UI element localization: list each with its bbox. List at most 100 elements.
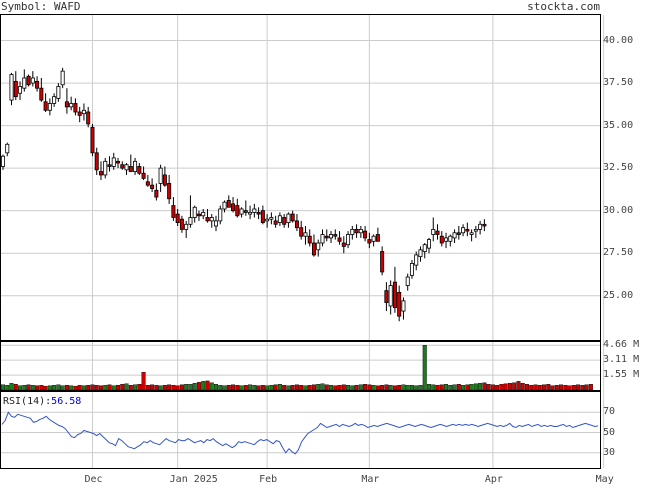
volume-bar (580, 385, 585, 391)
volume-bar (235, 385, 240, 391)
candle-body (107, 164, 112, 167)
volume-bar (490, 384, 495, 391)
volume-bar (282, 385, 287, 391)
candle-body (354, 228, 359, 234)
rsi-legend-label: RSI(14): (3, 396, 52, 407)
volume-bar (167, 384, 172, 391)
candle-body (47, 103, 52, 111)
volume-bar (5, 385, 10, 391)
candle (192, 205, 197, 223)
candle (60, 67, 65, 89)
candle-body (235, 205, 240, 217)
price-tick-label: 35.00 (603, 119, 634, 131)
volume-bar (571, 385, 576, 391)
candle-body (52, 96, 57, 104)
candle (171, 197, 176, 221)
volume-bar (218, 385, 223, 391)
candle-body (473, 228, 478, 232)
volume-bar (269, 385, 274, 391)
candle (384, 282, 389, 312)
candle (90, 123, 95, 157)
candle (13, 71, 18, 101)
candle (205, 208, 210, 223)
site-label: stockta.com (527, 0, 600, 13)
candle (64, 88, 69, 114)
candle-body (380, 251, 385, 273)
candle-body (311, 242, 316, 256)
volume-bar (205, 380, 210, 391)
volume-bar (333, 385, 338, 391)
candle-body (456, 232, 461, 235)
candle-body (418, 249, 423, 258)
volume-bar (392, 385, 397, 391)
candle (158, 164, 163, 192)
volume-bar (60, 385, 65, 391)
candle-body (73, 103, 78, 113)
volume-bar (86, 385, 91, 391)
candle-body (252, 208, 257, 213)
candle-body (337, 237, 342, 242)
candle-body (133, 160, 138, 172)
candle (405, 273, 410, 291)
candle-body (9, 74, 14, 101)
candle (392, 266, 397, 313)
candle-body (320, 234, 325, 244)
volume-bar (192, 383, 197, 391)
candle (277, 212, 282, 226)
candle (282, 214, 287, 228)
candle (422, 243, 427, 259)
price-tick-label: 32.50 (603, 162, 634, 174)
volume-bar (64, 385, 69, 391)
candle-body (405, 276, 410, 286)
candle-body (226, 200, 231, 208)
candle (43, 93, 48, 112)
candle-body (303, 232, 308, 237)
candle-body (414, 254, 419, 266)
candle-body (184, 223, 189, 230)
candle (346, 231, 351, 249)
volume-bar (397, 385, 402, 391)
volume-bar (584, 384, 589, 391)
volume-bar (465, 384, 470, 391)
candle-body (341, 242, 346, 247)
volume-bar (529, 385, 534, 391)
volume-bar (116, 385, 121, 391)
candle (120, 161, 125, 170)
candle-body (452, 232, 457, 239)
volume-bar (26, 384, 31, 391)
candle-body (128, 166, 133, 172)
candle (81, 103, 86, 121)
volume-bar (439, 384, 444, 391)
volume-bar (554, 385, 559, 391)
volume-bar (303, 385, 308, 391)
volume-bar (401, 384, 406, 391)
volume-bar (316, 384, 321, 391)
candle-body (299, 227, 304, 237)
volume-bar (329, 385, 334, 391)
candle (426, 237, 431, 254)
candle-body (346, 234, 351, 246)
candle-body (392, 281, 397, 309)
candle-body (120, 164, 125, 169)
candle (260, 205, 265, 225)
volume-bar (39, 385, 44, 391)
candle-body (94, 152, 99, 171)
volume-tick-label: 4.66 M (603, 339, 640, 351)
candle (162, 166, 167, 187)
candle-body (39, 87, 44, 101)
volume-bar (137, 384, 142, 391)
candle (141, 166, 146, 181)
candle-body (248, 211, 253, 215)
volume-bar (252, 385, 257, 391)
volume-bar (363, 384, 368, 391)
candle (256, 207, 261, 220)
candle (167, 174, 172, 204)
candle (184, 220, 189, 238)
candle-body (465, 228, 470, 232)
candle (324, 229, 329, 242)
rsi-legend-value: 56.58 (51, 396, 82, 407)
volume-bar (524, 384, 529, 391)
candle (469, 229, 474, 242)
candle-body (171, 205, 176, 218)
candle (388, 280, 393, 315)
